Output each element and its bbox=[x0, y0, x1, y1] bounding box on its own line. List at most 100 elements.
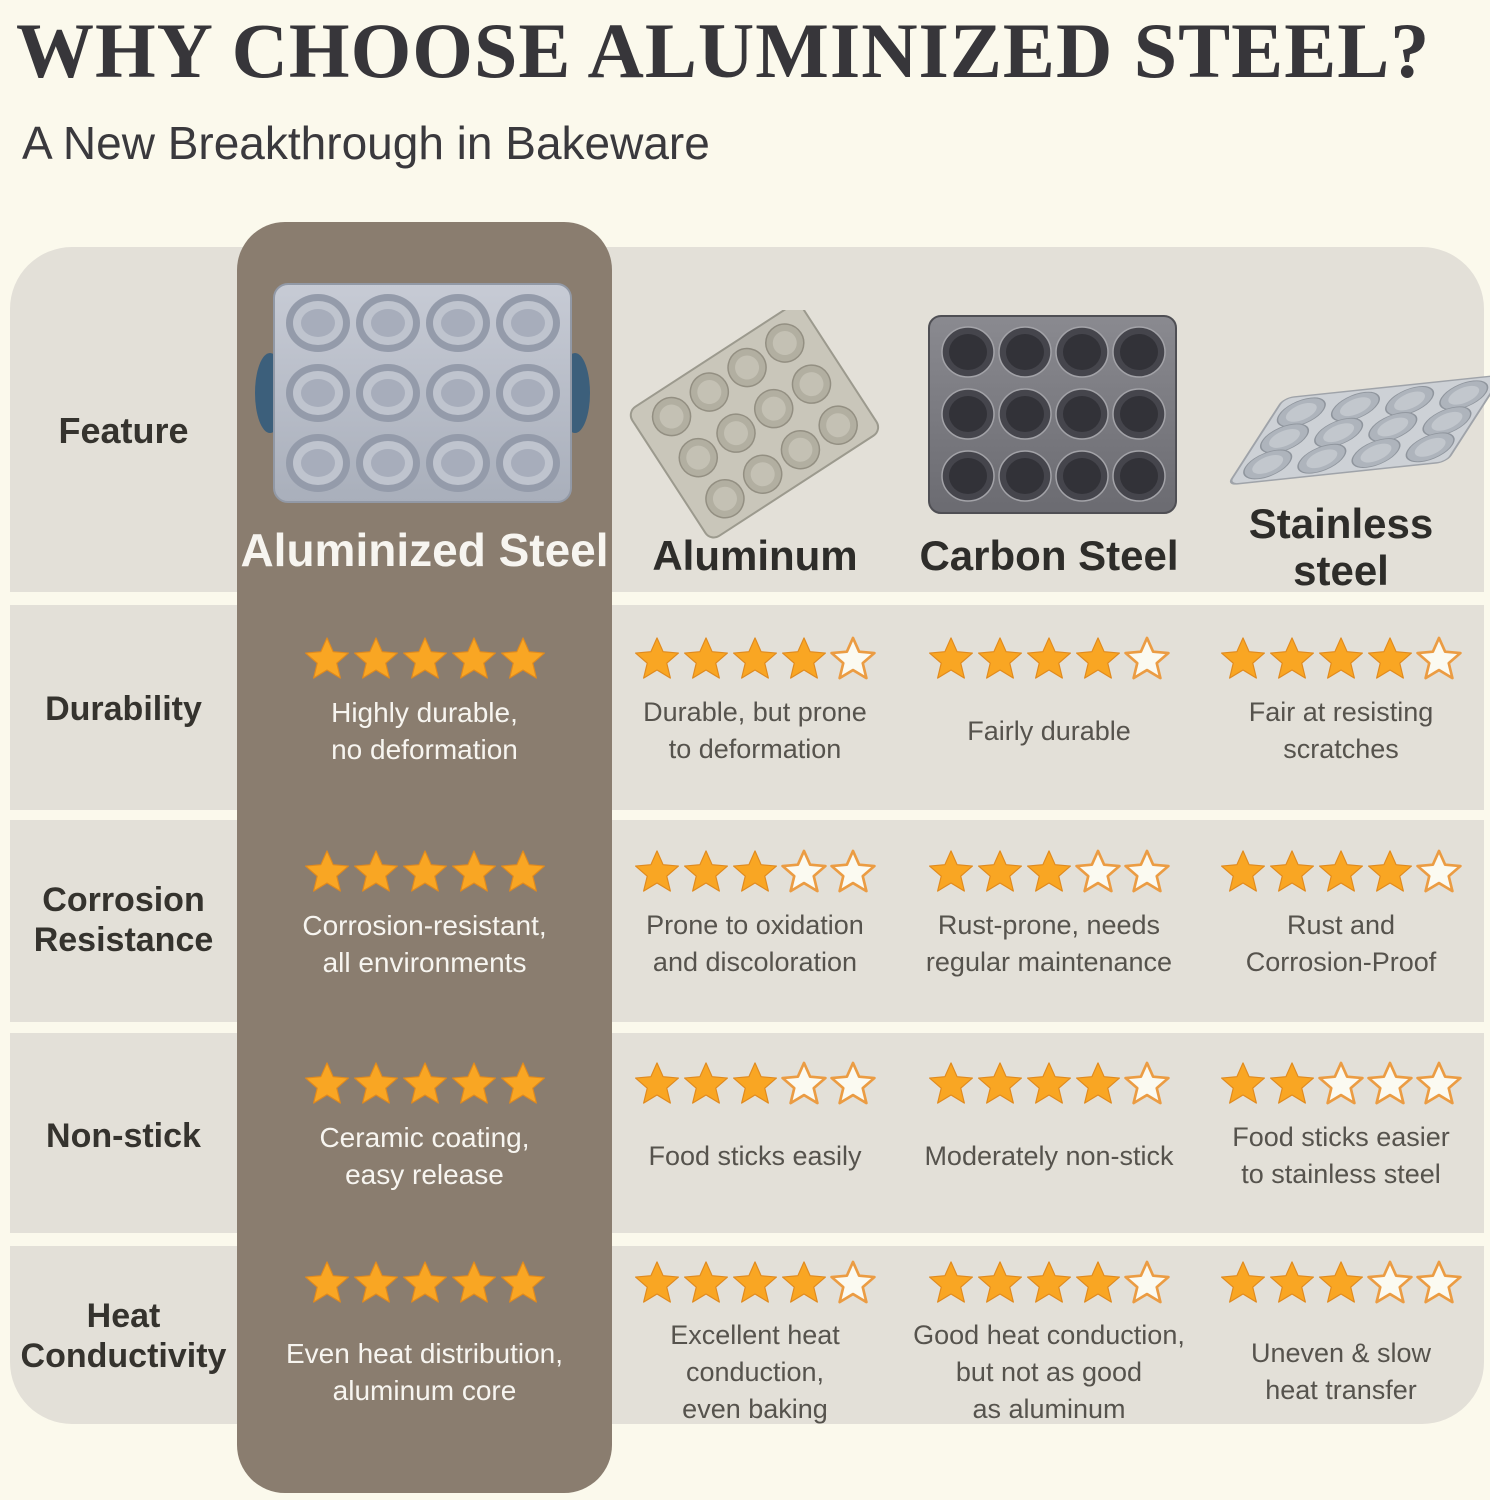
star-empty-icon bbox=[830, 1260, 876, 1304]
star-filled-icon bbox=[353, 1062, 398, 1104]
cell-text: Corrosion-resistant, all environments bbox=[302, 910, 547, 978]
column-header-aluminized-steel: Aluminized Steel bbox=[240, 524, 609, 576]
cell-heat-carbon-steel: Good heat conduction, but not as good as… bbox=[910, 1260, 1188, 1428]
cell-nonstick-aluminum: Food sticks easily bbox=[618, 1061, 892, 1195]
star-filled-icon bbox=[402, 850, 447, 892]
star-filled-icon bbox=[402, 637, 447, 679]
cell-nonstick-stainless-steel: Food sticks easier to stainless steel bbox=[1198, 1061, 1484, 1195]
star-rating bbox=[634, 636, 876, 680]
star-filled-icon bbox=[978, 637, 1022, 679]
star-filled-icon bbox=[402, 1261, 447, 1303]
star-filled-icon bbox=[1367, 637, 1412, 679]
star-filled-icon bbox=[1026, 850, 1071, 892]
star-empty-icon bbox=[830, 1061, 876, 1105]
cell-heat-aluminum: Excellent heat conduction, even baking bbox=[618, 1260, 892, 1428]
page-title: WHY CHOOSE ALUMINIZED STEEL? bbox=[16, 7, 1431, 94]
star-empty-icon bbox=[1124, 1260, 1170, 1304]
star-rating bbox=[928, 636, 1170, 680]
star-filled-icon bbox=[500, 637, 545, 679]
row-label-durability: Durability bbox=[45, 690, 202, 728]
star-filled-icon bbox=[1367, 850, 1412, 892]
cell-text: Durable, but prone to deformation bbox=[643, 697, 867, 764]
star-rating bbox=[1220, 1061, 1462, 1105]
stainless-steel-pan-image bbox=[1229, 375, 1490, 485]
star-filled-icon bbox=[1075, 1062, 1120, 1104]
star-filled-icon bbox=[451, 850, 496, 892]
star-filled-icon bbox=[1075, 1261, 1120, 1303]
cell-durability-stainless-steel: Fair at resisting scratches bbox=[1198, 636, 1484, 770]
feature-column-header: Feature bbox=[58, 410, 189, 451]
cell-text: Prone to oxidation and discoloration bbox=[646, 910, 864, 977]
star-filled-icon bbox=[304, 1261, 349, 1303]
star-filled-icon bbox=[304, 637, 349, 679]
star-rating bbox=[1220, 1260, 1462, 1304]
star-filled-icon bbox=[1026, 1062, 1071, 1104]
star-empty-icon bbox=[1124, 849, 1170, 893]
star-empty-icon bbox=[830, 849, 876, 893]
star-filled-icon bbox=[782, 637, 826, 679]
star-rating bbox=[634, 1061, 876, 1105]
cell-text: Excellent heat conduction, even baking bbox=[670, 1319, 840, 1424]
star-filled-icon bbox=[353, 1261, 398, 1303]
star-rating bbox=[928, 1260, 1170, 1304]
star-filled-icon bbox=[782, 1261, 826, 1303]
star-rating bbox=[928, 1061, 1170, 1105]
cell-corrosion-aluminized-steel: Corrosion-resistant, all environments bbox=[237, 849, 612, 983]
star-filled-icon bbox=[929, 850, 973, 892]
star-filled-icon bbox=[451, 1261, 496, 1303]
cell-durability-aluminum: Durable, but prone to deformation bbox=[618, 636, 892, 770]
star-empty-icon bbox=[1318, 1061, 1364, 1105]
star-filled-icon bbox=[1269, 637, 1314, 679]
cell-durability-aluminized-steel: Highly durable, no deformation bbox=[237, 636, 612, 770]
star-filled-icon bbox=[1026, 1261, 1071, 1303]
star-filled-icon bbox=[304, 1062, 349, 1104]
star-empty-icon bbox=[1367, 1260, 1413, 1304]
star-filled-icon bbox=[978, 850, 1022, 892]
star-filled-icon bbox=[733, 637, 777, 679]
star-filled-icon bbox=[353, 850, 398, 892]
aluminum-pan-image bbox=[629, 310, 880, 539]
star-empty-icon bbox=[781, 849, 827, 893]
star-filled-icon bbox=[1075, 637, 1120, 679]
cell-text: Rust and Corrosion-Proof bbox=[1245, 910, 1437, 977]
star-filled-icon bbox=[929, 1261, 973, 1303]
star-rating bbox=[634, 849, 876, 893]
cell-text: Even heat distribution, aluminum core bbox=[285, 1338, 564, 1406]
cell-corrosion-aluminum: Prone to oxidation and discoloration bbox=[618, 849, 892, 983]
column-header-carbon-steel: Carbon Steel bbox=[919, 532, 1179, 579]
star-filled-icon bbox=[500, 1261, 545, 1303]
star-empty-icon bbox=[1075, 849, 1121, 893]
star-rating bbox=[304, 636, 546, 680]
star-rating bbox=[1220, 636, 1462, 680]
star-rating bbox=[1220, 849, 1462, 893]
star-filled-icon bbox=[635, 1062, 679, 1104]
star-filled-icon bbox=[929, 637, 973, 679]
cell-text: Food sticks easily bbox=[648, 1140, 862, 1171]
star-empty-icon bbox=[1124, 636, 1170, 680]
star-empty-icon bbox=[1416, 1260, 1462, 1304]
star-filled-icon bbox=[684, 1062, 728, 1104]
star-rating bbox=[304, 1061, 546, 1105]
cell-text: Moderately non-stick bbox=[924, 1140, 1174, 1171]
row-label-non-stick: Non-stick bbox=[46, 1117, 201, 1155]
star-empty-icon bbox=[1416, 636, 1462, 680]
cell-heat-aluminized-steel: Even heat distribution, aluminum core bbox=[237, 1260, 612, 1428]
cell-nonstick-aluminized-steel: Ceramic coating, easy release bbox=[237, 1061, 612, 1195]
star-filled-icon bbox=[1269, 850, 1314, 892]
star-filled-icon bbox=[451, 637, 496, 679]
cell-nonstick-carbon-steel: Moderately non-stick bbox=[910, 1061, 1188, 1195]
star-filled-icon bbox=[1220, 1261, 1265, 1303]
cell-text: Good heat conduction, but not as good as… bbox=[913, 1319, 1185, 1424]
star-filled-icon bbox=[684, 850, 728, 892]
star-filled-icon bbox=[635, 637, 679, 679]
cell-corrosion-stainless-steel: Rust and Corrosion-Proof bbox=[1198, 849, 1484, 983]
row-label-corrosion-resistance: Corrosion Resistance bbox=[33, 881, 214, 960]
star-filled-icon bbox=[353, 637, 398, 679]
star-filled-icon bbox=[1220, 637, 1265, 679]
star-filled-icon bbox=[733, 1261, 777, 1303]
star-filled-icon bbox=[684, 1261, 728, 1303]
star-rating bbox=[304, 1260, 546, 1304]
star-filled-icon bbox=[500, 850, 545, 892]
star-rating bbox=[928, 849, 1170, 893]
